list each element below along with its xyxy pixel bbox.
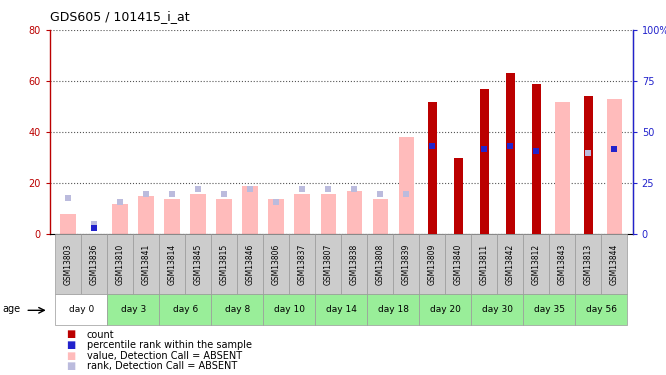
Text: GDS605 / 101415_i_at: GDS605 / 101415_i_at (50, 10, 190, 24)
Text: day 8: day 8 (224, 305, 250, 314)
Bar (55, 294, 107, 325)
Text: GSM13810: GSM13810 (116, 244, 125, 285)
Text: GSM13841: GSM13841 (142, 244, 151, 285)
Text: day 35: day 35 (534, 305, 565, 314)
Text: day 6: day 6 (172, 305, 198, 314)
Text: day 56: day 56 (586, 305, 617, 314)
Text: GSM13843: GSM13843 (558, 244, 567, 285)
Bar (398, 137, 414, 234)
Bar (523, 294, 575, 325)
Bar (320, 194, 336, 234)
Bar (428, 102, 437, 234)
Bar (159, 234, 185, 294)
Text: GSM13808: GSM13808 (376, 244, 385, 285)
Bar (237, 234, 263, 294)
Bar (341, 234, 368, 294)
Text: day 14: day 14 (326, 305, 357, 314)
Text: day 30: day 30 (482, 305, 513, 314)
Bar (165, 199, 180, 234)
Bar (242, 186, 258, 234)
Text: age: age (2, 304, 20, 314)
Bar (263, 234, 289, 294)
Bar (420, 294, 472, 325)
Bar (472, 294, 523, 325)
Bar (575, 234, 601, 294)
Text: day 10: day 10 (274, 305, 305, 314)
Text: GSM13836: GSM13836 (90, 244, 99, 285)
Bar (159, 294, 211, 325)
Bar (523, 234, 549, 294)
Bar (420, 234, 446, 294)
Text: ■: ■ (67, 340, 76, 350)
Bar (506, 74, 515, 234)
Text: GSM13837: GSM13837 (298, 244, 307, 285)
Bar (211, 294, 263, 325)
Bar (81, 234, 107, 294)
Text: GSM13811: GSM13811 (480, 244, 489, 285)
Bar (346, 191, 362, 234)
Bar (555, 102, 570, 234)
Bar (607, 99, 622, 234)
Bar (190, 194, 206, 234)
Bar (268, 199, 284, 234)
Text: GSM13845: GSM13845 (194, 244, 202, 285)
Bar (139, 196, 154, 234)
Bar (107, 294, 159, 325)
Text: GSM13813: GSM13813 (584, 244, 593, 285)
Text: day 3: day 3 (121, 305, 146, 314)
Bar (185, 234, 211, 294)
Text: day 20: day 20 (430, 305, 461, 314)
Text: GSM13812: GSM13812 (532, 244, 541, 285)
Text: GSM13838: GSM13838 (350, 244, 359, 285)
Bar (454, 158, 463, 234)
Text: GSM13807: GSM13807 (324, 244, 333, 285)
Bar (532, 84, 541, 234)
Bar (211, 234, 237, 294)
Text: GSM13803: GSM13803 (64, 244, 73, 285)
Bar (368, 294, 420, 325)
Text: GSM13842: GSM13842 (506, 244, 515, 285)
Bar (113, 204, 128, 234)
Bar (289, 234, 315, 294)
Text: GSM13806: GSM13806 (272, 244, 281, 285)
Text: GSM13815: GSM13815 (220, 244, 228, 285)
Text: GSM13844: GSM13844 (610, 244, 619, 285)
Text: ■: ■ (67, 330, 76, 339)
Bar (133, 234, 159, 294)
Bar (372, 199, 388, 234)
Text: day 18: day 18 (378, 305, 409, 314)
Bar (263, 294, 315, 325)
Text: GSM13846: GSM13846 (246, 244, 255, 285)
Text: GSM13814: GSM13814 (168, 244, 176, 285)
Text: value, Detection Call = ABSENT: value, Detection Call = ABSENT (87, 351, 242, 360)
Text: day 0: day 0 (69, 305, 94, 314)
Bar (216, 199, 232, 234)
Bar (480, 89, 489, 234)
Bar (55, 234, 81, 294)
Bar (472, 234, 498, 294)
Text: GSM13809: GSM13809 (428, 244, 437, 285)
Text: ■: ■ (67, 361, 76, 371)
Text: rank, Detection Call = ABSENT: rank, Detection Call = ABSENT (87, 361, 237, 371)
Bar (368, 234, 394, 294)
Text: GSM13839: GSM13839 (402, 244, 411, 285)
Bar (601, 234, 627, 294)
Text: count: count (87, 330, 114, 339)
Text: percentile rank within the sample: percentile rank within the sample (87, 340, 252, 350)
Bar (575, 294, 627, 325)
Text: ■: ■ (67, 351, 76, 360)
Bar (446, 234, 472, 294)
Bar (107, 234, 133, 294)
Bar (315, 294, 368, 325)
Text: GSM13840: GSM13840 (454, 244, 463, 285)
Bar (394, 234, 420, 294)
Bar (584, 96, 593, 234)
Bar (498, 234, 523, 294)
Bar (61, 214, 76, 234)
Bar (315, 234, 341, 294)
Bar (294, 194, 310, 234)
Bar (549, 234, 575, 294)
